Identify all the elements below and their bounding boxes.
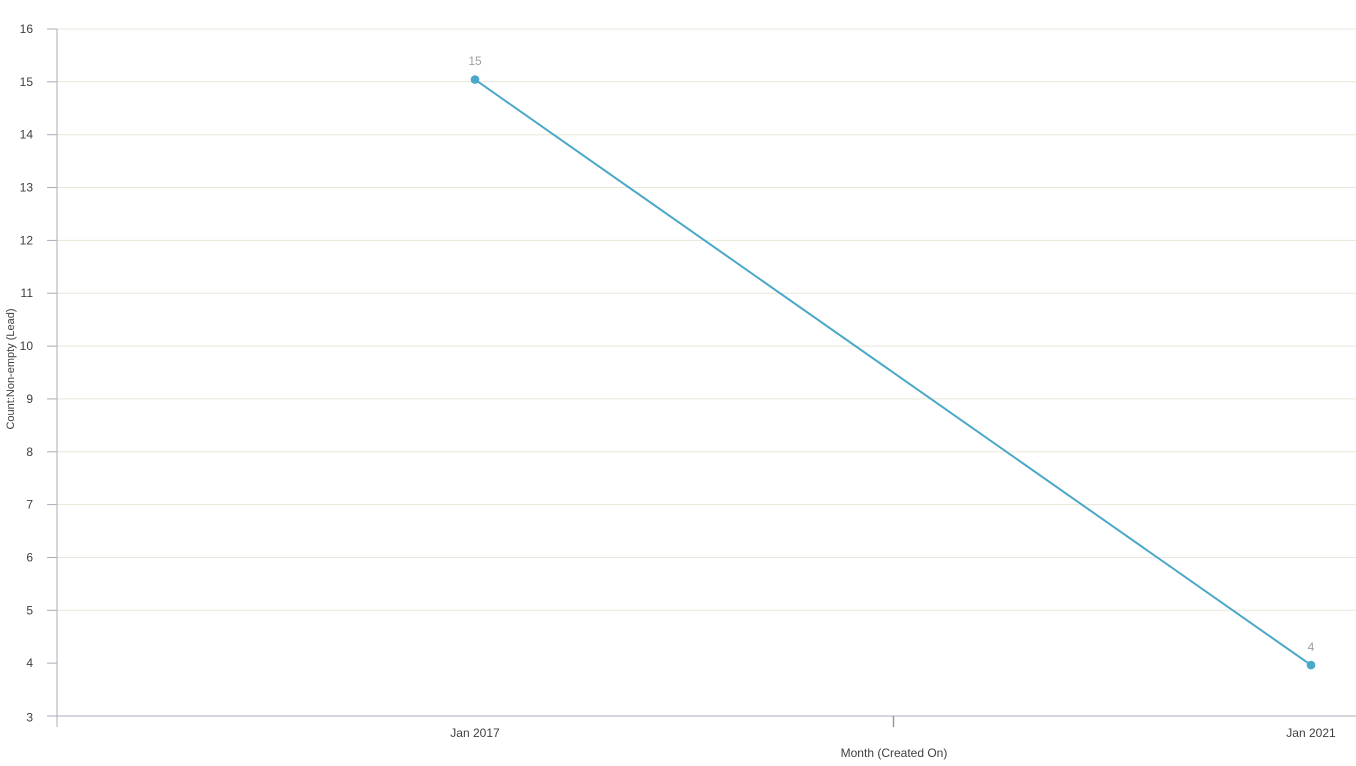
svg-text:Count:Non-empty (Lead): Count:Non-empty (Lead) bbox=[5, 308, 17, 429]
svg-text:8: 8 bbox=[26, 445, 33, 459]
svg-text:Jan 2021: Jan 2021 bbox=[1286, 726, 1336, 740]
svg-text:15: 15 bbox=[20, 75, 34, 89]
svg-text:4: 4 bbox=[1308, 640, 1315, 654]
svg-text:13: 13 bbox=[20, 181, 34, 195]
svg-text:10: 10 bbox=[20, 339, 34, 353]
svg-text:16: 16 bbox=[20, 22, 34, 36]
svg-text:15: 15 bbox=[468, 54, 482, 68]
svg-text:7: 7 bbox=[26, 498, 33, 512]
svg-text:5: 5 bbox=[26, 603, 33, 617]
svg-text:6: 6 bbox=[26, 551, 33, 565]
svg-text:12: 12 bbox=[20, 233, 34, 247]
svg-text:Month (Created On): Month (Created On) bbox=[841, 746, 948, 760]
svg-text:Jan 2017: Jan 2017 bbox=[450, 726, 500, 740]
svg-text:11: 11 bbox=[21, 286, 34, 300]
svg-text:9: 9 bbox=[26, 392, 33, 406]
svg-text:4: 4 bbox=[26, 656, 33, 670]
svg-text:14: 14 bbox=[20, 128, 34, 142]
svg-text:3: 3 bbox=[26, 711, 33, 725]
